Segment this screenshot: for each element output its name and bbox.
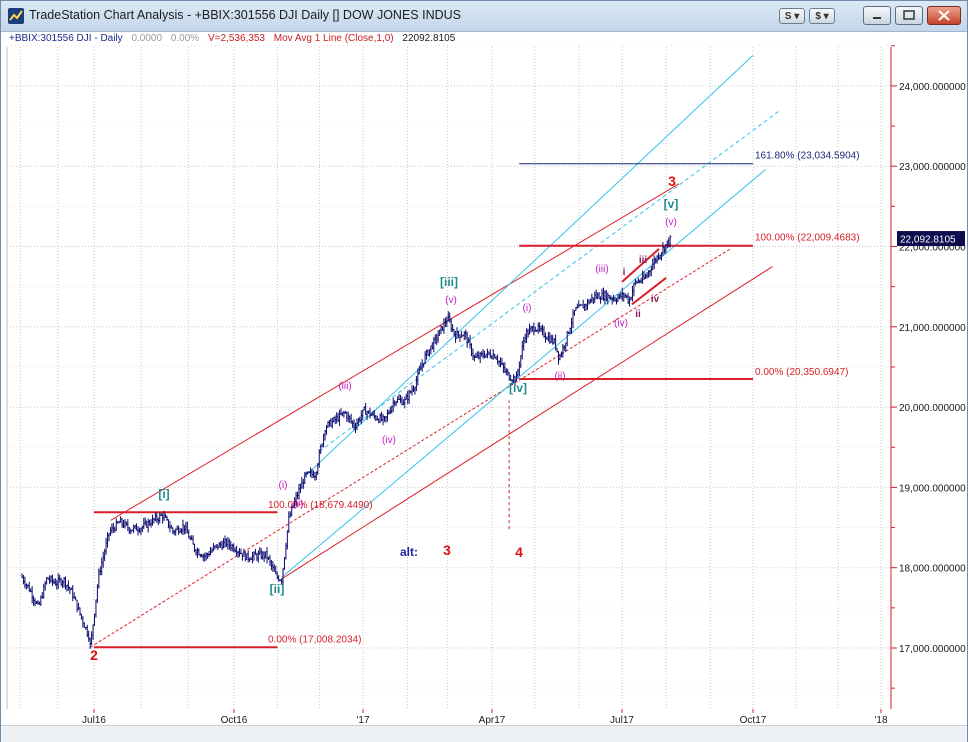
- x-tick-label: Oct16: [221, 715, 248, 725]
- wave-label: [iii]: [440, 275, 458, 289]
- fib-level-label: 0.00% (17,008.2034): [268, 634, 361, 645]
- x-tick-label: Jul16: [82, 715, 106, 725]
- x-tick-label: '17: [356, 715, 369, 725]
- status-last-price: 22092.8105: [402, 33, 456, 44]
- wave-label: (iv): [614, 318, 628, 329]
- channel-upper-line: [110, 183, 680, 521]
- close-button[interactable]: [927, 6, 961, 25]
- wave-label: 2: [90, 647, 98, 663]
- last-price-label: 22,092.8105: [900, 235, 956, 246]
- wave-label: [i]: [158, 487, 169, 501]
- status-volume: V=2,536,353: [207, 33, 265, 44]
- minimize-button[interactable]: [863, 6, 891, 25]
- wave-label: (iii): [338, 381, 351, 392]
- wave-label: (iii): [595, 264, 608, 275]
- y-tick-label: 18,000.000000: [899, 564, 966, 575]
- maximize-icon: [903, 10, 915, 20]
- horizontal-scrollbar[interactable]: [1, 725, 967, 742]
- parallel-upper-line: [303, 55, 754, 478]
- y-tick-label: 22,000.000000: [899, 243, 966, 254]
- x-tick-label: '18: [874, 715, 887, 725]
- y-tick-label: 21,000.000000: [899, 323, 966, 334]
- status-percent: 0.00%: [170, 33, 200, 44]
- wave-label: [v]: [664, 197, 679, 211]
- y-tick-label: 17,000.000000: [899, 644, 966, 655]
- wave-label: [iv]: [509, 381, 527, 395]
- wave-label: alt:: [400, 545, 418, 559]
- channel-mid-dashed-line: [90, 248, 731, 648]
- wave-label: (v): [665, 217, 677, 228]
- window-title: TradeStation Chart Analysis - +BBIX:3015…: [29, 8, 461, 22]
- wedge-lower-line: [631, 277, 667, 306]
- y-tick-label: 23,000.000000: [899, 162, 966, 173]
- fib-level-label: 0.00% (20,350.6947): [755, 367, 848, 378]
- symbol-status-line: +BBIX:301556 DJI - Daily 0.0000 0.00% V=…: [9, 33, 461, 44]
- symbol-link-dollar-button[interactable]: $ ▾: [809, 8, 835, 24]
- x-tick-label: Jul17: [610, 715, 634, 725]
- fib-level-label: 100.00% (22,009.4683): [755, 233, 860, 244]
- fib-level-label: 161.80% (23,034.5904): [755, 150, 860, 161]
- status-indicator: Mov Avg 1 Line (Close,1,0): [273, 33, 394, 44]
- wave-label: i: [623, 267, 626, 278]
- y-tick-label: 19,000.000000: [899, 483, 966, 494]
- tradestation-app-icon: [8, 8, 24, 24]
- maximize-button[interactable]: [895, 6, 923, 25]
- status-change: 0.0000: [131, 33, 163, 44]
- wave-label: (v): [445, 295, 457, 306]
- wave-label: [ii]: [270, 582, 285, 596]
- wave-label: 3: [668, 173, 676, 189]
- wave-label: (ii): [554, 371, 565, 382]
- fib-level-label: 100.00% (18,679.4490): [268, 500, 373, 511]
- status-symbol: +BBIX:301556 DJI - Daily: [9, 33, 123, 44]
- y-tick-label: 24,000.000000: [899, 82, 966, 93]
- dollar-button-label: $: [815, 11, 821, 22]
- wave-label: 4: [515, 544, 523, 560]
- minimize-icon: [873, 17, 881, 19]
- wave-label: (ii): [292, 499, 303, 510]
- parallel-lower-line: [281, 169, 766, 578]
- last-price-tag: [897, 231, 965, 247]
- channel-lower-line: [281, 266, 773, 580]
- price-chart[interactable]: 24,000.00000023,000.00000022,000.0000002…: [1, 1, 967, 725]
- title-bar[interactable]: TradeStation Chart Analysis - +BBIX:3015…: [1, 1, 967, 32]
- x-tick-label: Apr17: [479, 715, 506, 725]
- wave-label: 3: [443, 542, 451, 558]
- parallel-mid-dashed-line: [319, 110, 780, 452]
- wave-label: (i): [279, 480, 288, 491]
- close-icon: [938, 10, 950, 21]
- wave-label: ii: [635, 309, 641, 320]
- s-button-label: S: [784, 11, 792, 22]
- wave-label: iv: [651, 294, 660, 305]
- wedge-upper-line: [621, 248, 660, 283]
- wave-label: (iv): [382, 435, 396, 446]
- y-tick-label: 20,000.000000: [899, 403, 966, 414]
- wave-label: iii: [639, 255, 648, 266]
- x-tick-label: Oct17: [740, 715, 767, 725]
- wave-label: (i): [523, 303, 532, 314]
- symbol-link-s-button[interactable]: S ▾: [779, 8, 805, 24]
